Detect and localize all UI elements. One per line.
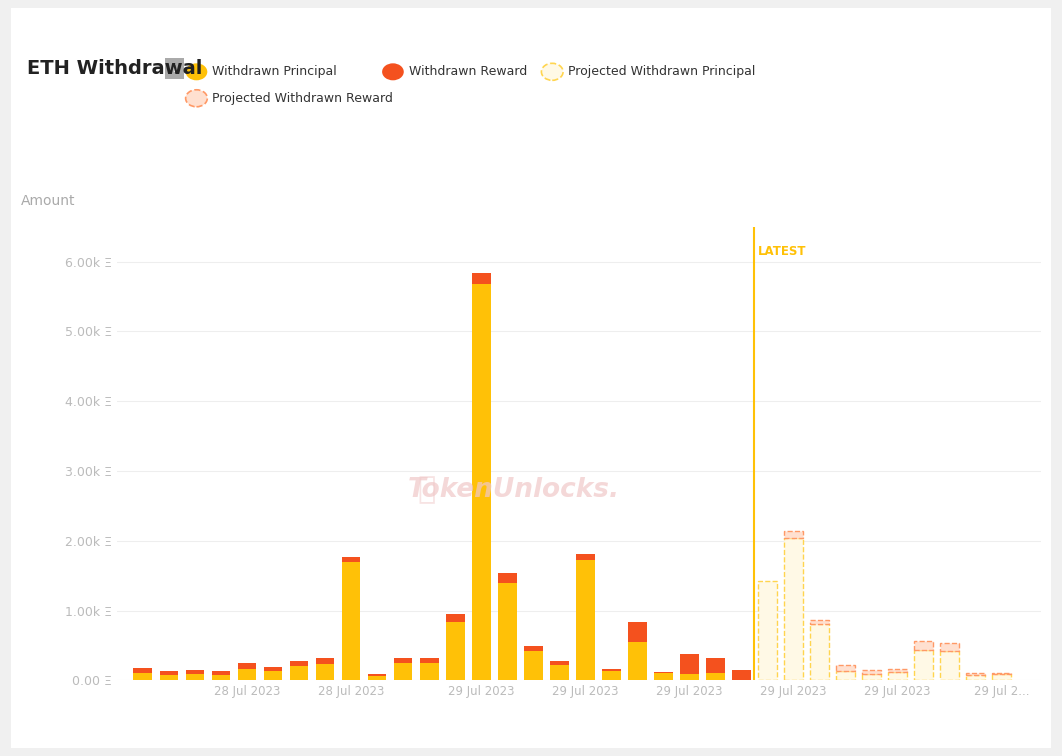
Bar [315, 658, 335, 665]
Bar [576, 554, 595, 559]
Bar [524, 651, 543, 680]
Text: ETH Withdrawal: ETH Withdrawal [27, 58, 202, 78]
Bar [367, 674, 387, 676]
Bar [810, 624, 829, 680]
Text: Amount: Amount [21, 194, 75, 208]
Bar [238, 663, 256, 668]
Bar [836, 665, 855, 671]
Ellipse shape [382, 64, 404, 80]
Bar [134, 668, 152, 674]
Bar [524, 646, 543, 651]
Bar [394, 663, 412, 680]
Bar [732, 670, 751, 680]
Bar [992, 673, 1011, 674]
Text: Withdrawn Reward: Withdrawn Reward [409, 65, 527, 79]
Bar [706, 658, 724, 674]
Bar [784, 531, 803, 538]
Text: Projected Withdrawn Principal: Projected Withdrawn Principal [568, 65, 755, 79]
Bar [914, 649, 933, 680]
Text: LATEST: LATEST [758, 245, 807, 259]
Bar [654, 671, 672, 674]
Bar [394, 658, 412, 663]
Circle shape [166, 59, 183, 79]
Bar [315, 665, 335, 680]
Bar [342, 562, 360, 680]
Bar [342, 556, 360, 562]
Bar [550, 665, 568, 680]
Bar [888, 668, 907, 671]
Bar [159, 675, 178, 680]
Bar [472, 284, 491, 680]
Bar [862, 670, 881, 674]
Bar [186, 671, 204, 674]
Bar [498, 572, 516, 584]
Bar [290, 662, 308, 666]
Bar [914, 641, 933, 649]
Bar [628, 622, 647, 642]
Text: 🔒: 🔒 [417, 476, 435, 504]
Bar [888, 671, 907, 680]
Bar [628, 642, 647, 680]
Bar [419, 658, 439, 663]
Bar [966, 675, 986, 680]
Bar [784, 538, 803, 680]
Text: Projected Withdrawn Reward: Projected Withdrawn Reward [212, 91, 393, 105]
Text: i: i [172, 64, 176, 74]
Ellipse shape [542, 64, 563, 80]
Bar [263, 671, 282, 680]
Bar [211, 671, 230, 675]
Bar [263, 667, 282, 671]
Bar [836, 671, 855, 680]
Bar [550, 661, 568, 665]
Bar [186, 674, 204, 680]
Bar [966, 673, 986, 675]
Bar [940, 643, 959, 651]
Bar [706, 674, 724, 680]
Bar [367, 676, 387, 680]
Bar [419, 663, 439, 680]
Bar [446, 622, 464, 680]
Ellipse shape [186, 90, 207, 107]
Bar [602, 671, 620, 680]
Bar [862, 674, 881, 680]
Bar [211, 675, 230, 680]
Text: Withdrawn Principal: Withdrawn Principal [212, 65, 337, 79]
Bar [680, 674, 699, 680]
Bar [134, 674, 152, 680]
Bar [680, 654, 699, 674]
Bar [940, 651, 959, 680]
Bar [654, 674, 672, 680]
Bar [238, 668, 256, 680]
Ellipse shape [186, 64, 207, 80]
Bar [159, 671, 178, 675]
Bar [576, 559, 595, 680]
Bar [992, 674, 1011, 680]
Bar [446, 615, 464, 622]
Bar [602, 669, 620, 671]
Bar [290, 666, 308, 680]
Bar [810, 620, 829, 624]
Text: TokenUnlocks.: TokenUnlocks. [408, 477, 620, 503]
Bar [498, 584, 516, 680]
Bar [472, 272, 491, 284]
Bar [758, 581, 776, 680]
